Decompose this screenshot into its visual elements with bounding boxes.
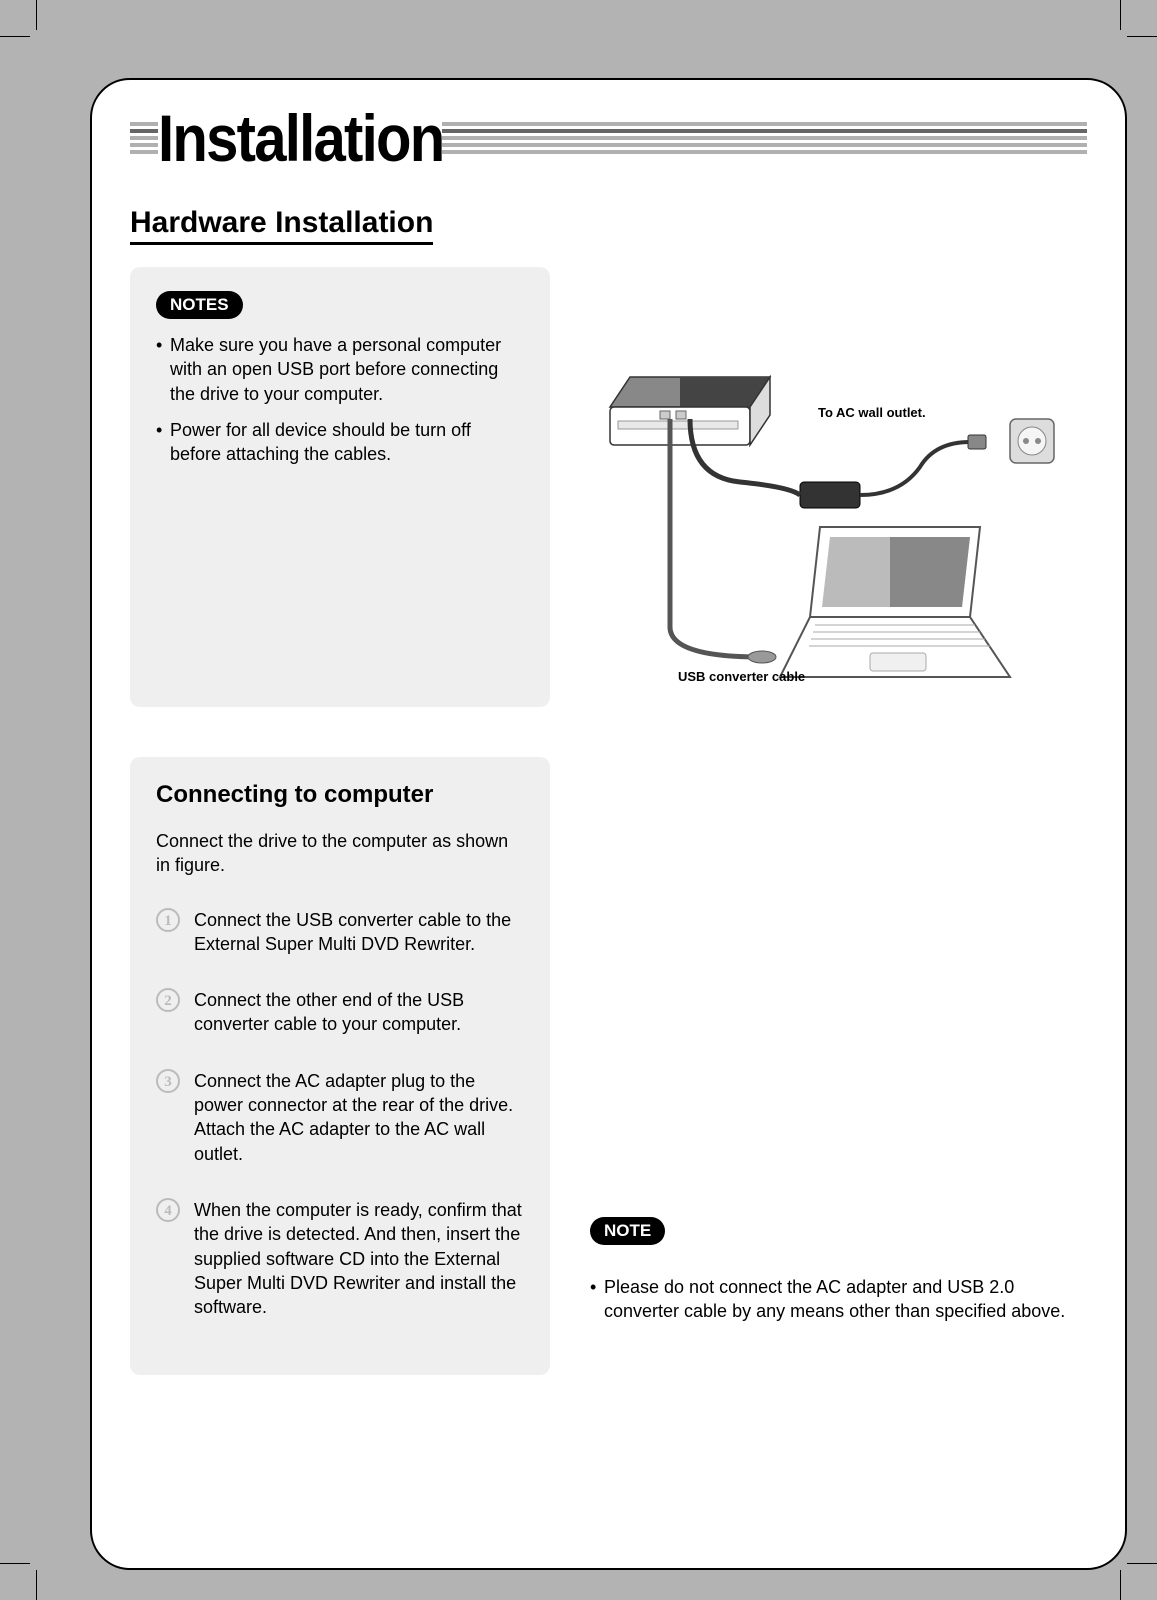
section-title: Hardware Installation [130,206,433,245]
diagram-label-ac: To AC wall outlet. [818,405,926,420]
note-block: NOTE Please do not connect the AC adapte… [590,1217,1087,1336]
diagram-label-usb: USB converter cable [678,669,805,684]
note-item: Please do not connect the AC adapter and… [590,1275,1087,1324]
row-notes-diagram: NOTES Make sure you have a personal comp… [130,267,1087,707]
steps-list: 1 Connect the USB converter cable to the… [156,908,524,1320]
row-connecting-note: Connecting to computer Connect the drive… [130,757,1087,1375]
laptop-icon [780,527,1010,677]
note-list: Please do not connect the AC adapter and… [590,1275,1087,1324]
chapter-heading: Installation [130,100,1087,176]
stripe-decoration-left [130,122,158,154]
usb-plug-icon [748,651,776,663]
step-item: 4 When the computer is ready, confirm th… [156,1198,524,1319]
wall-outlet-icon [1010,419,1054,463]
stripe-decoration-right [442,122,1087,154]
step-text: Connect the USB converter cable to the E… [194,908,524,957]
connecting-title: Connecting to computer [156,781,524,809]
step-item: 2 Connect the other end of the USB conve… [156,988,524,1037]
note-column: NOTE Please do not connect the AC adapte… [590,757,1087,1375]
notes-panel: NOTES Make sure you have a personal comp… [130,267,550,707]
step-text: Connect the other end of the USB convert… [194,988,524,1037]
page-content: Installation Hardware Installation NOTES… [90,78,1127,1570]
notes-item: Make sure you have a personal computer w… [156,333,524,406]
chapter-title: Installation [158,100,443,176]
step-number-icon: 3 [156,1069,180,1093]
step-text: When the computer is ready, confirm that… [194,1198,524,1319]
step-number-icon: 2 [156,988,180,1012]
notes-label: NOTES [156,291,243,319]
step-number-icon: 1 [156,908,180,932]
notes-item: Power for all device should be turn off … [156,418,524,467]
note-label: NOTE [590,1217,665,1245]
usb-cable-icon [670,419,760,657]
step-text: Connect the AC adapter plug to the power… [194,1069,524,1166]
connecting-panel: Connecting to computer Connect the drive… [130,757,550,1375]
step-item: 3 Connect the AC adapter plug to the pow… [156,1069,524,1166]
notes-list: Make sure you have a personal computer w… [156,333,524,466]
diagram-column: To AC wall outlet. USB converter cable [590,267,1087,707]
diagram-svg [590,347,1070,707]
step-number-icon: 4 [156,1198,180,1222]
page-background: Installation Hardware Installation NOTES… [30,30,1127,1570]
step-item: 1 Connect the USB converter cable to the… [156,908,524,957]
connecting-intro: Connect the drive to the computer as sho… [156,829,524,878]
connection-diagram: To AC wall outlet. USB converter cable [590,347,1087,712]
